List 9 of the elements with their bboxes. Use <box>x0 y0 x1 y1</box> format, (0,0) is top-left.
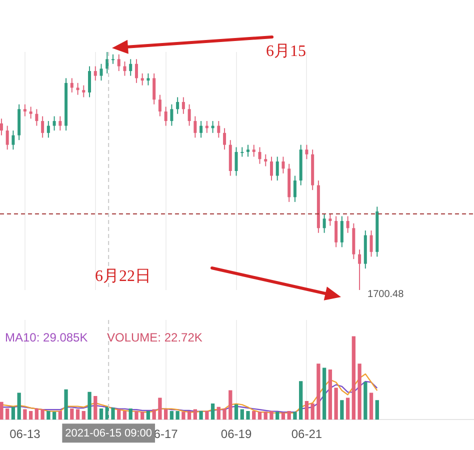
annotation: 6月22日 <box>95 268 151 286</box>
ref-line-label: 2021-06-15 09:00 <box>65 428 152 440</box>
annotation: 1700.48 <box>368 288 404 300</box>
annotation: VOLUME: 22.72K <box>107 330 202 344</box>
annotation: MA10: 29.085K <box>5 330 88 344</box>
x-tick-label: 06-21 <box>291 427 322 442</box>
x-tick-label: 06-19 <box>220 427 252 442</box>
annotation: 6月15 <box>266 43 306 60</box>
x-tick-label: 06-13 <box>10 427 41 442</box>
